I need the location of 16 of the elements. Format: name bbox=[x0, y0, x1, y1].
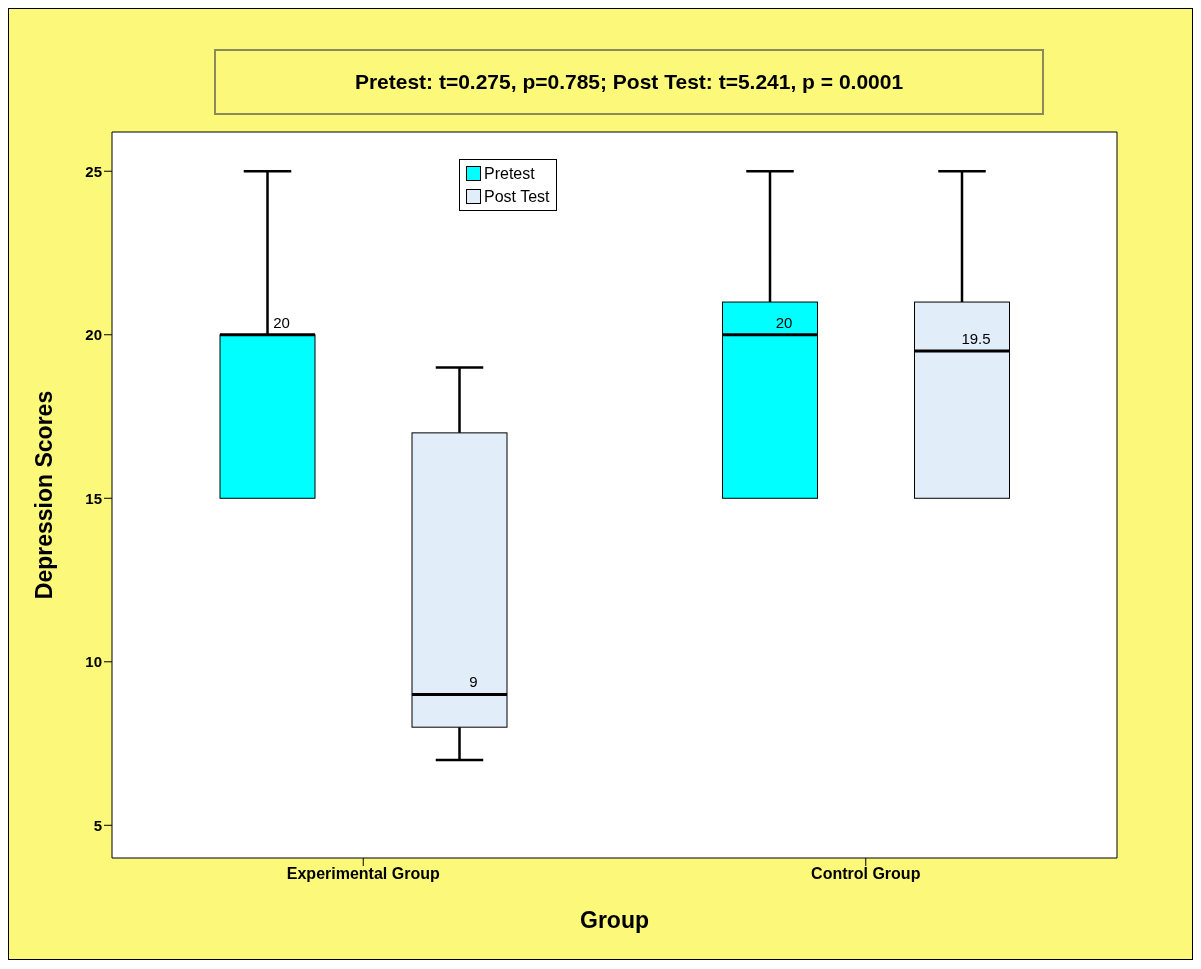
text: 19.5 bbox=[961, 330, 991, 348]
legend-label: Post Test bbox=[484, 187, 550, 207]
y-tick-label: 5 bbox=[93, 816, 102, 834]
x-axis-title: Group bbox=[580, 907, 649, 933]
legend-label: Pretest bbox=[484, 164, 535, 184]
y-axis-title: Depression Scores bbox=[31, 390, 58, 600]
y-tick-label: 25 bbox=[85, 162, 102, 180]
y-tick-label: 20 bbox=[85, 326, 102, 344]
chart-title: Pretest: t=0.275, p=0.785; Post Test: t=5.241, p = 0.0001 bbox=[354, 70, 904, 94]
x-tick-label: Control Group bbox=[811, 865, 921, 883]
x-tick-label: Experimental Group bbox=[286, 865, 440, 883]
text: 20 bbox=[273, 313, 290, 331]
text: 20 bbox=[775, 313, 793, 331]
y-tick-label: 10 bbox=[85, 653, 102, 671]
text: 9 bbox=[469, 673, 478, 691]
y-tick-label: 15 bbox=[85, 489, 102, 507]
